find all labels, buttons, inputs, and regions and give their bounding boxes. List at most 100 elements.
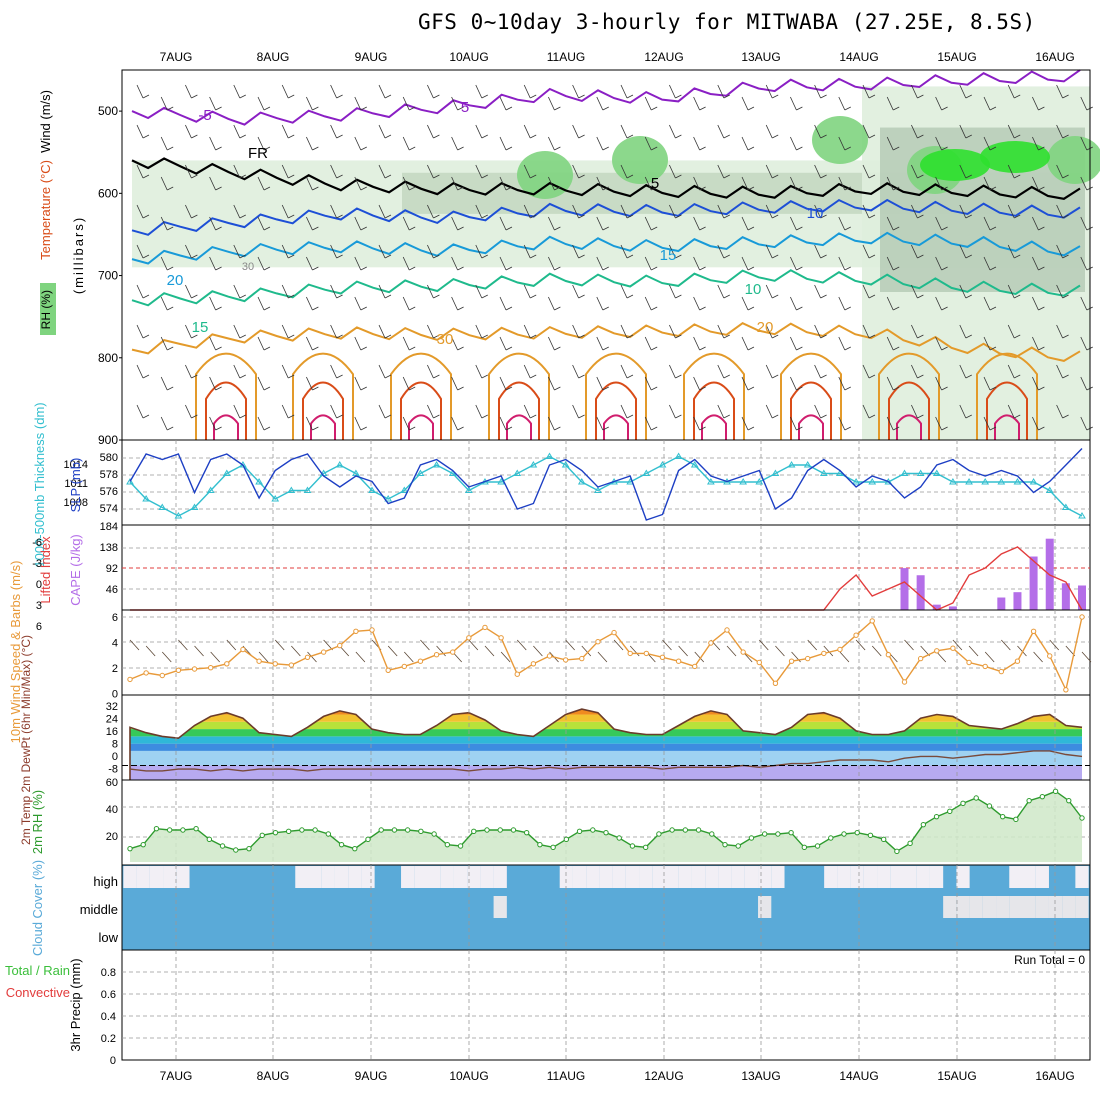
wind-barb-flag: [191, 134, 198, 139]
cloud-high-clear: [665, 866, 679, 888]
wind-barb: [499, 416, 507, 431]
wind-barb: [693, 136, 700, 151]
wind-barb-flag: [651, 346, 658, 351]
cloud-high-clear: [639, 866, 653, 888]
wind-barb-flag: [723, 254, 730, 259]
wind-barb: [306, 176, 313, 191]
wind-barb: [160, 136, 168, 151]
wind-barb-flag: [409, 266, 416, 271]
wind-barb: [620, 284, 628, 299]
cloud-high-clear: [758, 866, 772, 888]
wind-barb: [499, 176, 507, 191]
wind-speed-line-point: [417, 658, 424, 664]
cloud-high-clear: [625, 866, 640, 888]
cloud-high-clear: [1009, 866, 1023, 888]
surface-wind-barb: [1033, 651, 1043, 663]
warm-contour-mid: [986, 381, 1028, 440]
wind-barb-flag: [1038, 426, 1045, 431]
warm-contour-outer: [878, 352, 940, 440]
wind-speed-line-point: [320, 649, 327, 655]
surface-wind-barb: [307, 651, 317, 663]
wind-tick-label: 0: [112, 689, 118, 701]
rh-line-point: [219, 843, 226, 849]
wind-barb-flag: [505, 226, 513, 231]
wind-barb-flag: [747, 146, 755, 151]
wind-barb-flag: [409, 346, 416, 351]
wind-barb-flag: [893, 426, 900, 431]
wind-barb: [281, 324, 289, 339]
wind-barb-flag: [554, 186, 561, 191]
warm-contour-mid: [400, 381, 442, 440]
wind-barb-flag: [384, 214, 392, 219]
wind-barb: [838, 416, 846, 431]
wind-barb-flag: [675, 214, 682, 219]
wind-barb: [548, 136, 555, 151]
wind-barb: [693, 376, 700, 391]
wind-barb-flag: [1062, 294, 1069, 299]
wind-barb: [765, 404, 773, 419]
wind-barb-flag: [409, 386, 416, 391]
wind-barb-flag: [796, 386, 803, 391]
wind-barb-flag: [893, 386, 900, 391]
wind-barb: [548, 416, 555, 431]
wind-barb: [790, 96, 797, 111]
thickness-line-point: [819, 469, 828, 476]
wind-barb: [233, 204, 241, 219]
wind-barb-flag: [505, 426, 513, 431]
temperature-band: [130, 721, 1082, 730]
wind-barb-flag: [554, 346, 561, 351]
wind-barb-flag: [602, 386, 609, 391]
wind-barb: [838, 216, 846, 231]
warm-contour-mid: [302, 381, 344, 440]
rh-tick-label: 40: [106, 804, 118, 816]
wind-barb: [523, 84, 531, 99]
wind-speed-line-point: [998, 668, 1005, 675]
cloud-high-clear: [348, 866, 362, 888]
pressure-tick-label: 900: [98, 433, 118, 447]
wind-speed-line-point: [337, 642, 343, 649]
wind-barb: [233, 364, 241, 379]
wind-barb-flag: [699, 426, 706, 431]
wind-barb: [959, 84, 967, 99]
wind-speed-line-point: [627, 650, 633, 657]
wind-barb-flag: [530, 294, 537, 299]
wind-barb: [886, 296, 894, 311]
wind-barb: [1080, 256, 1088, 271]
wind-barb-flag: [481, 374, 488, 379]
wind-barb-flag: [578, 254, 585, 259]
thickness-line-point: [981, 478, 990, 485]
cloud-high-clear: [467, 866, 481, 888]
rh-line-point: [907, 840, 913, 847]
warm-contour-inner: [994, 414, 1020, 440]
wind-barb: [741, 176, 749, 191]
wind-barb-flag: [626, 294, 634, 299]
wind-barb-flag: [239, 94, 246, 99]
wind-barb: [427, 164, 434, 179]
wind-barb-flag: [263, 426, 271, 431]
thickness-line-point: [497, 478, 506, 485]
wind-barb-flag: [602, 266, 609, 271]
wind-barb-flag: [820, 134, 827, 139]
wind-group: 6 4 2 0 10m Wind Speed & Barbs (m/s): [8, 561, 1092, 743]
wind-barb: [402, 376, 410, 391]
wind-barb: [814, 164, 821, 179]
lifted-cape-group: -6 -3 0 3 6 184 138 92 46 CAPE (J/kg) Lifted Index: [32, 521, 1091, 633]
wind-speed-line-point: [756, 659, 762, 666]
wind-barb: [354, 176, 362, 191]
wind-speed-line-point: [853, 632, 859, 638]
wind-barb-flag: [989, 226, 997, 231]
wind-barb: [257, 216, 265, 231]
wind-barb-flag: [1014, 214, 1021, 219]
wind-barb: [499, 376, 507, 391]
wind-barb: [983, 136, 991, 151]
wind-barb-flag: [409, 426, 416, 431]
wind-barb: [402, 96, 410, 111]
wind-barb: [693, 216, 700, 231]
pressure-tick-label: 500: [98, 104, 118, 118]
wind-barb-flag: [457, 346, 464, 351]
precip-legend-convective: Convective: [6, 985, 70, 1000]
wind-barb-flag: [965, 94, 972, 99]
cape-bar: [1061, 583, 1070, 610]
wind-barb-flag: [1014, 94, 1021, 99]
upper-air-group: -5 5 FR 5 10 15 20 10 15 20 30 30 500 600 700 800 900 (mi…: [38, 69, 1100, 447]
